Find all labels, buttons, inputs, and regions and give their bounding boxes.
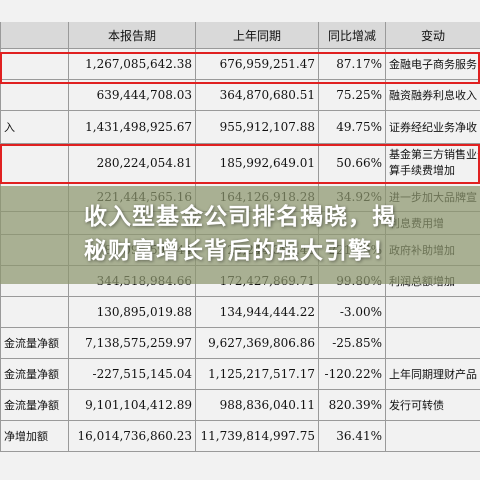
row-label xyxy=(0,48,69,80)
row-label: 金流量净额 xyxy=(0,327,69,359)
header-reason: 变动 xyxy=(385,22,480,49)
table-row: 130,895,019.88 134,944,444.22 -3.00% xyxy=(0,296,480,328)
table-row: 280,224,054.81 185,992,649.01 50.66% 基金第三方销… xyxy=(0,143,480,183)
cell-prior-period: 955,912,107.88 xyxy=(195,110,319,144)
cell-current-period: 16,014,736,860.23 xyxy=(68,420,196,452)
table-row: 入 1,431,498,925.67 955,912,107.88 49.75% 证券经… xyxy=(0,110,480,144)
cell-reason xyxy=(385,327,480,359)
row-label: 净增加额 xyxy=(0,420,69,452)
header-prior-period: 上年同期 xyxy=(195,22,319,49)
cell-yoy-change: 820.39% xyxy=(318,389,386,421)
cell-current-period: 639,444,708.03 xyxy=(68,79,196,111)
cell-prior-period: 676,959,251.47 xyxy=(195,48,319,80)
table-row: 金流量净额 -227,515,145.04 1,125,217,517.17 -120… xyxy=(0,358,480,390)
table-row: 639,444,708.03 364,870,680.51 75.25% 融资融券利息… xyxy=(0,79,480,111)
row-label xyxy=(0,143,69,183)
cell-prior-period: 9,627,369,806.86 xyxy=(195,327,319,359)
table-row: 金流量净额 9,101,104,412.89 988,836,040.11 820.3… xyxy=(0,389,480,421)
cell-reason: 金融电子商务服务 xyxy=(385,48,480,80)
cell-current-period: 130,895,019.88 xyxy=(68,296,196,328)
cell-reason: 融资融券利息收入 xyxy=(385,79,480,111)
row-label xyxy=(0,79,69,111)
cell-current-period: 280,224,054.81 xyxy=(68,143,196,183)
cell-yoy-change: -120.22% xyxy=(318,358,386,390)
table-row: 1,267,085,642.38 676,959,251.47 87.17% 金融电子… xyxy=(0,48,480,80)
table-row: 金流量净额 7,138,575,259.97 9,627,369,806.86 -25… xyxy=(0,327,480,359)
cell-prior-period: 134,944,444.22 xyxy=(195,296,319,328)
header-current-period: 本报告期 xyxy=(68,22,196,49)
cell-reason xyxy=(385,420,480,452)
cell-yoy-change: 75.25% xyxy=(318,79,386,111)
cell-current-period: -227,515,145.04 xyxy=(68,358,196,390)
row-label: 入 xyxy=(0,110,69,144)
cell-prior-period: 988,836,040.11 xyxy=(195,389,319,421)
cell-reason: 基金第三方销售业务 算手续费增加 xyxy=(385,143,480,183)
cell-reason: 发行可转债 xyxy=(385,389,480,421)
cell-prior-period: 185,992,649.01 xyxy=(195,143,319,183)
cell-yoy-change: 50.66% xyxy=(318,143,386,183)
cell-yoy-change: 36.41% xyxy=(318,420,386,452)
cell-yoy-change: 49.75% xyxy=(318,110,386,144)
cell-current-period: 1,431,498,925.67 xyxy=(68,110,196,144)
row-label xyxy=(0,296,69,328)
row-label: 金流量净额 xyxy=(0,358,69,390)
cell-prior-period: 1,125,217,517.17 xyxy=(195,358,319,390)
cell-current-period: 7,138,575,259.97 xyxy=(68,327,196,359)
cell-reason: 上年同期理财产品 xyxy=(385,358,480,390)
cell-current-period: 9,101,104,412.89 xyxy=(68,389,196,421)
table-header-row: 本报告期 上年同期 同比增减 变动 xyxy=(0,22,480,49)
cell-yoy-change: 87.17% xyxy=(318,48,386,80)
banner-headline: 收入型基金公司排名揭晓，揭 秘财富增长背后的强大引擎！ xyxy=(0,200,480,268)
cell-prior-period: 11,739,814,997.75 xyxy=(195,420,319,452)
header-yoy-change: 同比增减 xyxy=(318,22,386,49)
table-row: 净增加额 16,014,736,860.23 11,739,814,997.75 36… xyxy=(0,420,480,452)
banner-line-1: 收入型基金公司排名揭晓，揭 xyxy=(84,204,396,230)
cell-reason: 证券经纪业务净收 xyxy=(385,110,480,144)
row-label: 金流量净额 xyxy=(0,389,69,421)
cell-prior-period: 364,870,680.51 xyxy=(195,79,319,111)
overlay-banner xyxy=(0,186,480,284)
cell-yoy-change: -3.00% xyxy=(318,296,386,328)
cell-reason xyxy=(385,296,480,328)
header-item xyxy=(0,22,69,49)
cell-current-period: 1,267,085,642.38 xyxy=(68,48,196,80)
cell-yoy-change: -25.85% xyxy=(318,327,386,359)
banner-line-2: 秘财富增长背后的强大引擎！ xyxy=(84,238,396,264)
